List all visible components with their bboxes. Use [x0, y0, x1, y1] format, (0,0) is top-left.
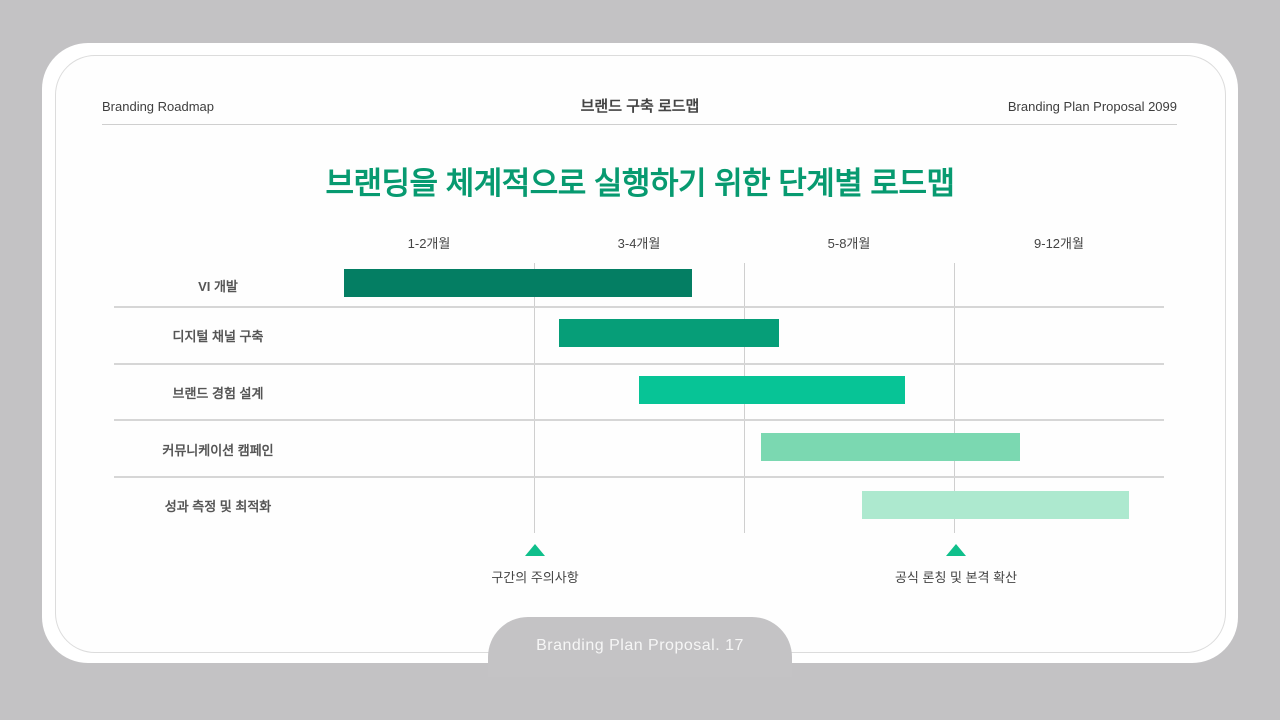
- header-divider: [102, 124, 1177, 125]
- period-header-4: 9-12개월: [1034, 236, 1084, 251]
- footer-page-tab: Branding Plan Proposal. 17: [488, 617, 792, 677]
- header-center-title: 브랜드 구축 로드맵: [580, 98, 700, 115]
- grid-hline: [114, 476, 1164, 478]
- gantt-bar-optimization: [862, 491, 1129, 519]
- header-left-label: Branding Roadmap: [102, 99, 215, 114]
- gantt-bar-campaign: [761, 433, 1020, 461]
- gantt-bar-digital-channel: [559, 319, 779, 347]
- grid-hline: [114, 419, 1164, 421]
- task-label: 성과 측정 및 최적화: [164, 499, 272, 514]
- milestone-label: 구간의 주의사항: [491, 570, 579, 585]
- milestone-label: 공식 론칭 및 본격 확산: [894, 570, 1018, 585]
- grid-vline: [954, 263, 955, 533]
- task-label: VI 개발: [198, 279, 238, 294]
- period-header-1: 1-2개월: [407, 236, 451, 251]
- task-label: 브랜드 경험 설계: [172, 386, 264, 401]
- grid-hline: [114, 363, 1164, 365]
- period-header-3: 5-8개월: [827, 236, 871, 251]
- task-label: 커뮤니케이션 캠페인: [162, 443, 274, 458]
- page-title: 브랜딩을 체계적으로 실행하기 위한 단계별 로드맵: [325, 166, 955, 201]
- milestone-triangle-icon: [946, 544, 966, 556]
- task-label: 디지털 채널 구축: [172, 329, 264, 344]
- slide-inner-card: [55, 55, 1226, 653]
- grid-hline: [114, 306, 1164, 308]
- period-header-2: 3-4개월: [617, 236, 661, 251]
- grid-vline: [534, 263, 535, 533]
- milestone-triangle-icon: [525, 544, 545, 556]
- gantt-bar-brand-experience: [639, 376, 905, 404]
- header-right-label: Branding Plan Proposal 2099: [1007, 99, 1177, 114]
- gantt-bar-vi: [344, 269, 692, 297]
